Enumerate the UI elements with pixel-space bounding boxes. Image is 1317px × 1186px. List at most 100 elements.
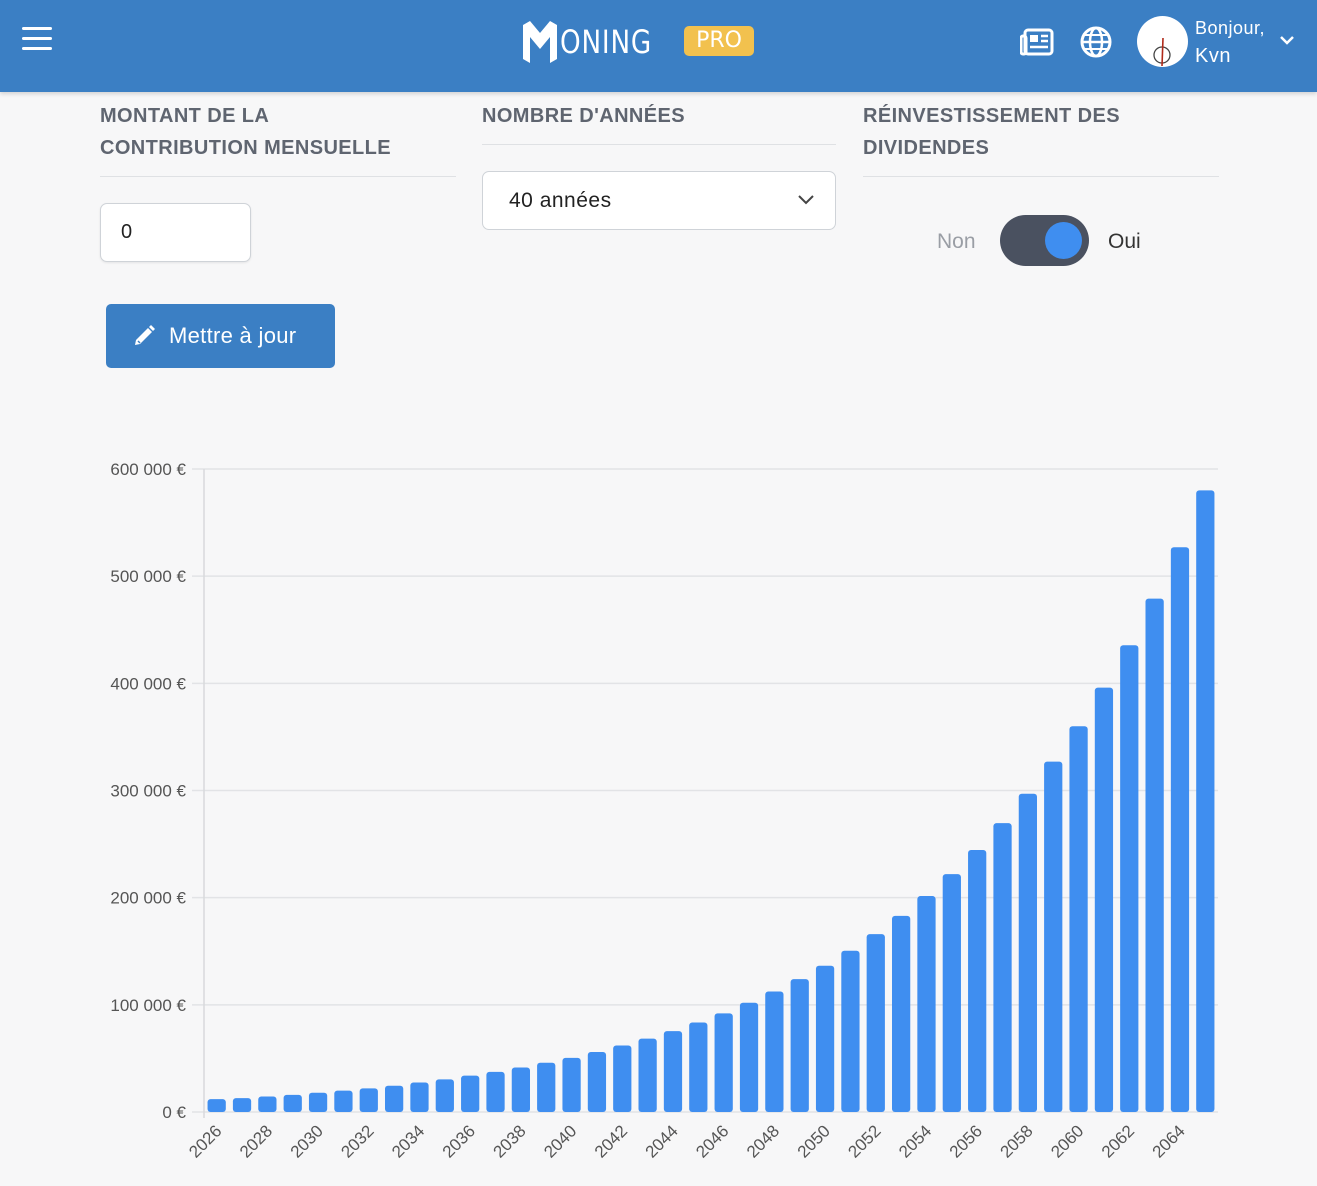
y-tick-label: 400 000 € bbox=[110, 674, 186, 693]
toggle-knob bbox=[1045, 222, 1082, 259]
x-tick-label: 2048 bbox=[743, 1121, 783, 1161]
bar bbox=[258, 1096, 277, 1112]
x-tick-label: 2044 bbox=[642, 1121, 682, 1161]
bar bbox=[739, 1002, 759, 1112]
toggle-off-label: Non bbox=[937, 230, 976, 253]
y-tick-label: 600 000 € bbox=[110, 460, 186, 479]
bar bbox=[461, 1075, 480, 1112]
contribution-label-line1: MONTANT DE LA bbox=[100, 105, 270, 127]
years-label: NOMBRE D'ANNÉES bbox=[482, 105, 685, 127]
x-tick-label: 2052 bbox=[844, 1121, 884, 1161]
update-button-label: Mettre à jour bbox=[169, 323, 297, 348]
dividends-label-line1: RÉINVESTISSEMENT DES bbox=[863, 105, 1120, 127]
bar bbox=[207, 1099, 226, 1112]
x-tick-label: 2054 bbox=[895, 1121, 935, 1161]
bar bbox=[232, 1098, 252, 1112]
x-tick-label: 2030 bbox=[287, 1121, 327, 1161]
bar bbox=[790, 979, 809, 1112]
y-tick-label: 0 € bbox=[162, 1103, 186, 1122]
x-tick-label: 2036 bbox=[439, 1121, 479, 1161]
bar bbox=[1120, 645, 1139, 1112]
update-button[interactable]: Mettre à jour bbox=[106, 304, 335, 368]
menu-icon[interactable] bbox=[22, 27, 52, 53]
bar bbox=[917, 896, 936, 1112]
bar bbox=[1145, 598, 1164, 1112]
bar bbox=[1018, 793, 1038, 1112]
bar bbox=[511, 1067, 531, 1112]
bar bbox=[841, 950, 860, 1112]
moning-logo-mark-icon bbox=[523, 21, 557, 63]
bar bbox=[283, 1094, 302, 1112]
bar bbox=[537, 1062, 556, 1112]
bar bbox=[663, 1031, 683, 1112]
x-tick-label: 2038 bbox=[490, 1121, 530, 1161]
avatar-drawing-icon bbox=[1153, 37, 1171, 67]
user-greeting[interactable]: Bonjour, Kvn bbox=[1195, 14, 1265, 70]
brand-name: ONING bbox=[560, 23, 653, 61]
dividends-label-line2: DIVIDENDES bbox=[863, 137, 990, 159]
divider bbox=[482, 144, 836, 145]
bar bbox=[1170, 547, 1190, 1112]
y-tick-label: 100 000 € bbox=[110, 996, 186, 1015]
bar bbox=[1196, 490, 1215, 1112]
bar bbox=[815, 965, 835, 1112]
x-tick-label: 2028 bbox=[236, 1121, 276, 1161]
bar bbox=[993, 823, 1012, 1112]
bar bbox=[613, 1045, 632, 1112]
x-tick-label: 2056 bbox=[946, 1121, 986, 1161]
years-select[interactable]: 40 années bbox=[482, 171, 836, 230]
x-tick-label: 2040 bbox=[540, 1121, 580, 1161]
chevron-down-icon[interactable] bbox=[1278, 33, 1296, 47]
pro-badge: PRO bbox=[684, 26, 754, 56]
bar bbox=[1069, 726, 1088, 1112]
x-tick-label: 2060 bbox=[1047, 1121, 1087, 1161]
top-bar: ONING PRO Bonjour, Kvn bbox=[0, 0, 1317, 92]
bar bbox=[587, 1051, 607, 1112]
bar bbox=[942, 874, 961, 1112]
contribution-input[interactable]: 0 bbox=[100, 203, 251, 262]
bar bbox=[714, 1013, 733, 1112]
y-tick-label: 300 000 € bbox=[110, 782, 186, 801]
bar bbox=[486, 1071, 505, 1112]
x-tick-label: 2026 bbox=[185, 1121, 225, 1161]
bar bbox=[308, 1092, 328, 1112]
avatar[interactable] bbox=[1137, 16, 1188, 67]
chevron-down-icon bbox=[798, 195, 814, 205]
bar bbox=[1094, 687, 1114, 1112]
globe-icon[interactable] bbox=[1078, 24, 1114, 60]
x-tick-label: 2058 bbox=[997, 1121, 1037, 1161]
bar bbox=[968, 849, 987, 1112]
y-tick-label: 500 000 € bbox=[110, 567, 186, 586]
brand-logo[interactable]: ONING bbox=[520, 18, 672, 66]
bar bbox=[891, 915, 911, 1112]
greeting-text: Bonjour, bbox=[1195, 18, 1266, 38]
dividends-toggle[interactable] bbox=[1000, 215, 1089, 266]
contribution-label-line2: CONTRIBUTION MENSUELLE bbox=[100, 137, 392, 159]
username: Kvn bbox=[1195, 45, 1231, 67]
bar bbox=[334, 1090, 353, 1112]
contribution-label: MONTANT DE LA CONTRIBUTION MENSUELLE bbox=[100, 100, 391, 164]
bar bbox=[359, 1088, 378, 1112]
toggle-on-label: Oui bbox=[1108, 230, 1141, 253]
x-tick-label: 2042 bbox=[591, 1121, 631, 1161]
x-tick-label: 2062 bbox=[1098, 1121, 1138, 1161]
divider bbox=[863, 176, 1219, 177]
x-tick-label: 2046 bbox=[692, 1121, 732, 1161]
x-tick-label: 2050 bbox=[794, 1121, 834, 1161]
bar bbox=[866, 934, 885, 1112]
bar bbox=[435, 1079, 454, 1112]
x-tick-label: 2032 bbox=[337, 1121, 377, 1161]
divider bbox=[100, 176, 456, 177]
bar bbox=[689, 1022, 708, 1112]
x-tick-label: 2034 bbox=[388, 1121, 428, 1161]
y-tick-label: 200 000 € bbox=[110, 889, 186, 908]
x-tick-label: 2064 bbox=[1149, 1121, 1189, 1161]
dividends-label: RÉINVESTISSEMENT DES DIVIDENDES bbox=[863, 100, 1120, 164]
bar bbox=[638, 1038, 657, 1112]
bar bbox=[1044, 761, 1063, 1112]
bar bbox=[765, 991, 784, 1112]
bar bbox=[562, 1057, 581, 1112]
bar bbox=[410, 1082, 429, 1112]
newspaper-icon[interactable] bbox=[1020, 24, 1056, 60]
years-selected-value: 40 années bbox=[509, 189, 612, 212]
